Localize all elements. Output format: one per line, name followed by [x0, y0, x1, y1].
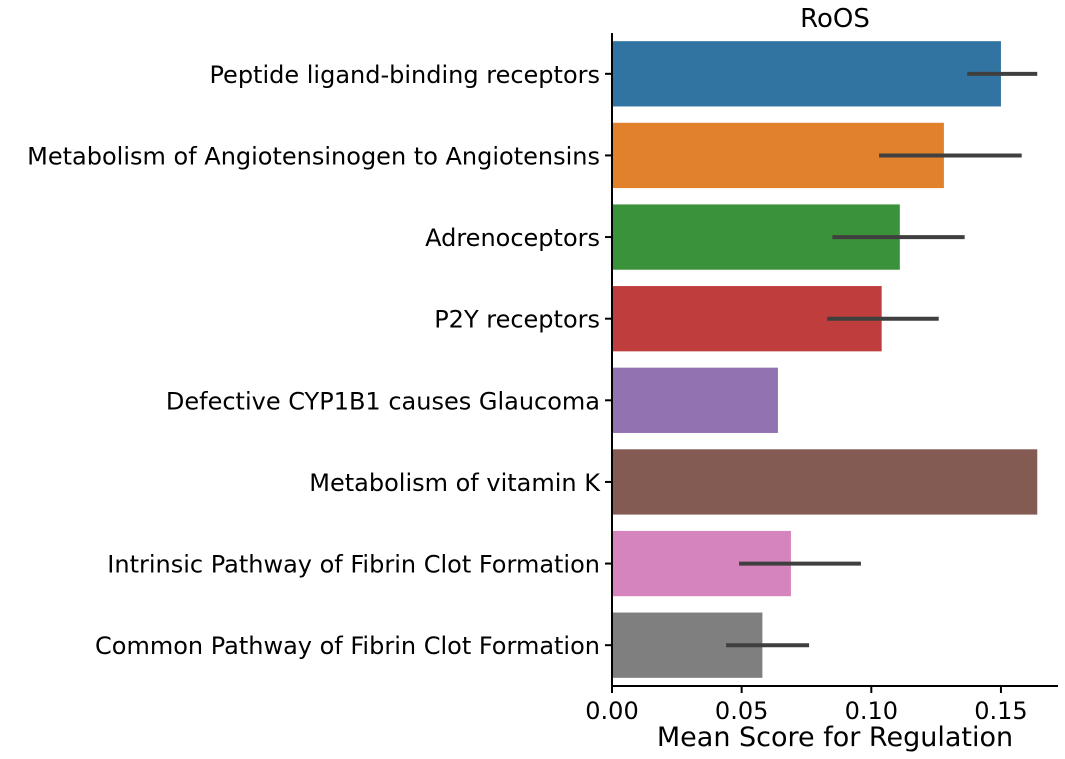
x-tick-label: 0.10	[845, 697, 898, 725]
x-tick-label: 0.00	[585, 697, 638, 725]
y-tick-label: Peptide ligand-binding receptors	[209, 61, 600, 89]
y-tick-label: Adrenoceptors	[425, 224, 600, 252]
y-tick-label: Metabolism of vitamin K	[309, 469, 601, 497]
y-tick-label: Intrinsic Pathway of Fibrin Clot Formati…	[107, 551, 600, 579]
chart-title: RoOS	[800, 4, 870, 34]
x-axis-label: Mean Score for Regulation	[657, 722, 1013, 753]
y-tick-label: Common Pathway of Fibrin Clot Formation	[95, 632, 600, 660]
bars-layer	[612, 41, 1038, 678]
y-tick-label: P2Y receptors	[434, 306, 600, 334]
error-bars-layer	[726, 71, 1038, 648]
bar	[612, 41, 1001, 107]
bar	[612, 449, 1038, 515]
y-tick-label: Metabolism of Angiotensinogen to Angiote…	[27, 142, 600, 170]
axes-layer: Peptide ligand-binding receptors Metaboli…	[27, 33, 1058, 725]
x-tick-label: 0.05	[715, 697, 768, 725]
y-tick-label: Defective CYP1B1 causes Glaucoma	[166, 387, 600, 415]
x-tick-label: 0.15	[974, 697, 1027, 725]
bar	[612, 367, 778, 433]
